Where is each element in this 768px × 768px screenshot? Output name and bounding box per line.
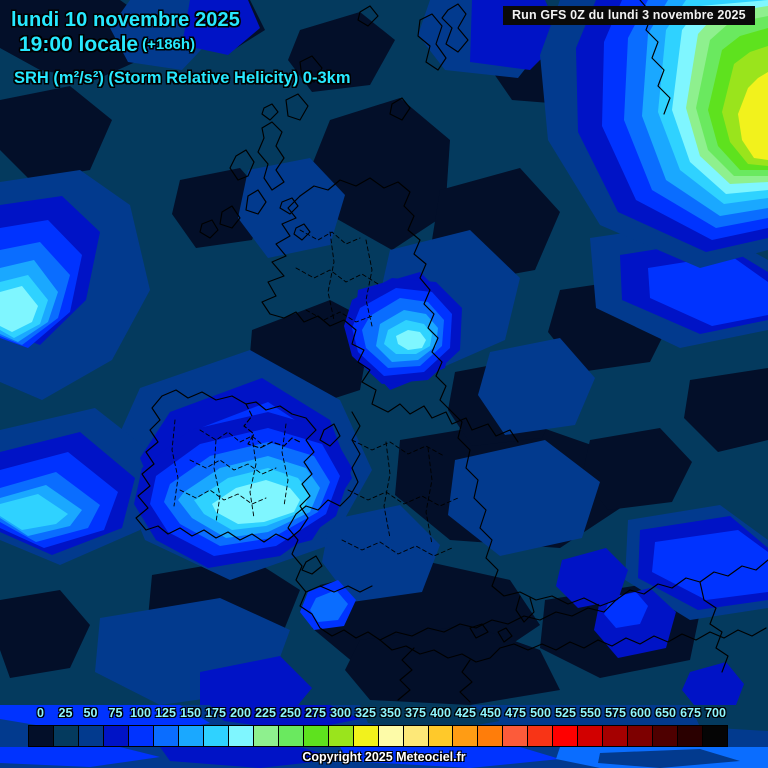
copyright-label: Copyright 2025 Meteociel.fr xyxy=(302,750,466,764)
legend-swatch xyxy=(328,726,354,746)
forecast-time-label: 19:00 locale (+186h) xyxy=(19,33,195,57)
legend-swatch xyxy=(603,726,629,746)
legend-tick-label: 250 xyxy=(280,706,301,720)
legend-color-bar[interactable] xyxy=(28,725,728,747)
legend-swatch xyxy=(303,726,329,746)
legend-tick-label: 500 xyxy=(530,706,551,720)
legend-tick-label: 400 xyxy=(430,706,451,720)
legend-tick-label: 0 xyxy=(37,706,44,720)
legend-swatch xyxy=(528,726,554,746)
legend-swatch xyxy=(178,726,204,746)
legend-swatch xyxy=(153,726,179,746)
parameter-title-label: SRH (m²/s²) (Storm Relative Helicity) 0-… xyxy=(14,69,351,87)
legend-tick-label: 675 xyxy=(680,706,701,720)
legend-tick-label: 300 xyxy=(330,706,351,720)
legend-swatch xyxy=(553,726,579,746)
legend-swatch xyxy=(378,726,404,746)
legend-swatch xyxy=(103,726,129,746)
color-scale-legend: 0 25 50 75 100 125 150 175 200 225 250 275 300 325 350… xyxy=(0,705,768,768)
legend-swatch xyxy=(403,726,429,746)
legend-swatch xyxy=(78,726,104,746)
legend-tick-label: 550 xyxy=(580,706,601,720)
legend-tick-label: 525 xyxy=(555,706,576,720)
forecast-time-value: 19:00 locale xyxy=(19,33,139,56)
legend-swatch xyxy=(253,726,279,746)
srh-contour-field xyxy=(0,0,768,705)
legend-tick-labels: 0 25 50 75 100 125 150 175 200 225 250 275 300 325 350… xyxy=(0,706,768,725)
legend-swatch xyxy=(53,726,79,746)
legend-tick-label: 125 xyxy=(155,706,176,720)
legend-swatch xyxy=(278,726,304,746)
legend-swatch xyxy=(428,726,454,746)
legend-tick-label: 575 xyxy=(605,706,626,720)
coastline-layer xyxy=(135,0,768,703)
legend-tick-label: 375 xyxy=(405,706,426,720)
legend-tick-label: 50 xyxy=(83,706,98,720)
legend-swatch xyxy=(503,726,529,746)
legend-tick-label: 475 xyxy=(505,706,526,720)
legend-swatch xyxy=(29,726,54,746)
legend-tick-label: 700 xyxy=(705,706,726,720)
legend-swatch xyxy=(228,726,254,746)
legend-tick-label: 25 xyxy=(58,706,73,720)
legend-swatch xyxy=(578,726,604,746)
legend-swatch xyxy=(203,726,229,746)
legend-swatch xyxy=(703,726,728,746)
legend-tick-label: 200 xyxy=(230,706,251,720)
legend-tick-label: 425 xyxy=(455,706,476,720)
legend-tick-label: 275 xyxy=(305,706,326,720)
legend-swatch xyxy=(128,726,154,746)
forecast-date-label: lundi 10 novembre 2025 xyxy=(11,9,240,31)
legend-tick-label: 600 xyxy=(630,706,651,720)
weather-map[interactable]: lundi 10 novembre 2025 19:00 locale (+186… xyxy=(0,0,768,705)
legend-tick-label: 650 xyxy=(655,706,676,720)
legend-tick-label: 450 xyxy=(480,706,501,720)
legend-tick-label: 175 xyxy=(205,706,226,720)
legend-swatch xyxy=(478,726,504,746)
legend-tick-label: 100 xyxy=(130,706,151,720)
legend-tick-label: 150 xyxy=(180,706,201,720)
legend-tick-label: 350 xyxy=(380,706,401,720)
legend-swatch xyxy=(628,726,654,746)
legend-tick-label: 225 xyxy=(255,706,276,720)
legend-swatch xyxy=(453,726,479,746)
legend-swatch xyxy=(678,726,704,746)
legend-tick-label: 325 xyxy=(355,706,376,720)
legend-tick-label: 75 xyxy=(108,706,123,720)
legend-swatch xyxy=(353,726,379,746)
forecast-hour-offset: (+186h) xyxy=(142,36,196,53)
legend-swatch xyxy=(653,726,679,746)
model-run-banner: Run GFS 0Z du lundi 3 novembre 2025 xyxy=(503,6,755,25)
